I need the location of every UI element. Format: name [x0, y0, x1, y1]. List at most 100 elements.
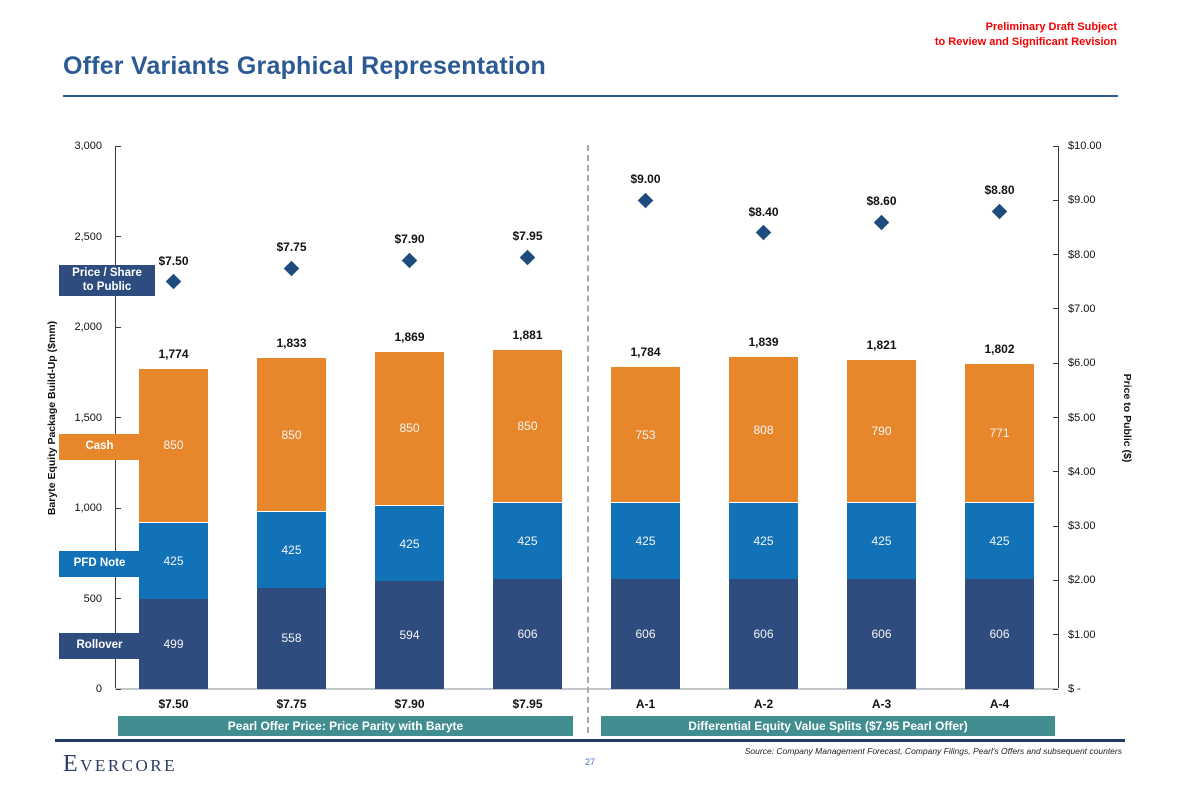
legend-callout-cash: Cash	[59, 434, 140, 460]
left-axis-line	[115, 146, 116, 689]
right-axis-tick-label: $3.00	[1068, 520, 1096, 533]
right-axis-tick-label: $ -	[1068, 683, 1081, 695]
right-axis-tick-label: $2.00	[1068, 574, 1096, 587]
legend-callout-text: Price / Share	[72, 267, 142, 280]
bar-segment-cash: 771	[965, 362, 1034, 503]
group-label-bar: Pearl Offer Price: Price Parity with Bar…	[118, 716, 573, 736]
category-label: $7.50	[158, 697, 189, 711]
right-axis-tick	[1053, 525, 1058, 527]
page-number: 27	[584, 757, 595, 767]
right-axis-tick	[1053, 199, 1058, 201]
right-axis-tick-label: $1.00	[1068, 628, 1096, 641]
category-label: A-3	[871, 697, 892, 711]
bar-total-label: 1,839	[748, 335, 779, 350]
legend-callout-price-share-to-public: Price / Share to Public	[59, 265, 155, 297]
category-label: $7.75	[276, 697, 307, 711]
right-axis-tick	[1053, 417, 1058, 418]
bar-total-label: 1,774	[158, 346, 189, 361]
legend-callout-pfd-note: PFD Note	[59, 551, 140, 578]
price-marker-label: $8.40	[748, 204, 779, 219]
bar-segment-pfd-note: 425	[729, 502, 798, 580]
left-axis-tick-label: 500	[83, 592, 102, 605]
right-axis-tick	[1053, 254, 1058, 256]
price-marker-label: $8.60	[866, 194, 897, 209]
bar-total-label: 1,802	[984, 341, 1015, 356]
price-marker-label: $7.90	[394, 232, 425, 247]
right-axis-tick	[1053, 362, 1058, 364]
legend-callout-text: PFD Note	[73, 557, 126, 570]
bar-segment-pfd-note: 425	[965, 502, 1034, 580]
bar-segment-rollover: 606	[493, 579, 562, 689]
left-axis-tick	[116, 598, 121, 599]
bar-segment-cash: 850	[257, 357, 326, 512]
disclaimer-line-1: Preliminary Draft Subject	[985, 21, 1117, 33]
bar-segment-rollover: 606	[965, 579, 1034, 689]
source-note: Source: Company Management Forecast, Com…	[744, 746, 1122, 756]
draft-disclaimer: Preliminary Draft Subject to Review and …	[935, 20, 1117, 50]
bar-segment-rollover: 594	[375, 581, 444, 689]
bar-segment-pfd-note: 425	[611, 502, 680, 580]
category-label: $7.95	[512, 697, 543, 711]
left-axis-tick	[116, 688, 121, 690]
right-axis-tick-label: $4.00	[1068, 465, 1096, 478]
right-axis-tick-label: $6.00	[1068, 357, 1096, 370]
left-axis-tick-label: 3,000	[74, 140, 102, 152]
left-axis-tick-label: 2,500	[74, 230, 102, 243]
evercore-logo: Evercore	[63, 751, 177, 777]
left-axis-tick	[116, 507, 121, 509]
category-label: A-1	[635, 697, 656, 711]
price-marker-diamond	[401, 252, 418, 268]
right-axis-tick-label: $10.00	[1068, 140, 1102, 152]
bar-segment-rollover: 558	[257, 588, 326, 689]
group-divider-dashed-line	[587, 145, 589, 733]
right-axis-tick-label: $9.00	[1068, 194, 1096, 207]
price-marker-label: $7.95	[512, 229, 543, 244]
price-marker-label: $7.75	[276, 240, 307, 255]
bar-segment-pfd-note: 425	[847, 502, 916, 580]
left-axis-tick	[116, 417, 121, 418]
right-axis-tick	[1053, 688, 1058, 690]
bar-segment-cash: 808	[729, 356, 798, 503]
right-axis-tick	[1053, 634, 1058, 636]
legend-callout-rollover: Rollover	[59, 632, 140, 659]
right-axis-tick	[1053, 308, 1058, 310]
title-underline	[63, 95, 1118, 97]
right-axis-tick-label: $5.00	[1068, 411, 1096, 424]
disclaimer-line-2: to Review and Significant Revision	[934, 36, 1117, 48]
price-marker-diamond	[637, 192, 654, 209]
right-axis-tick	[1053, 145, 1058, 147]
bar-segment-cash: 753	[611, 366, 680, 503]
bar-segment-cash: 850	[139, 367, 208, 522]
right-axis-tick	[1053, 579, 1058, 581]
left-axis-tick	[116, 326, 121, 328]
price-marker-diamond	[519, 249, 536, 266]
bar-segment-cash: 850	[493, 348, 562, 503]
bar-segment-pfd-note: 425	[493, 502, 562, 580]
bar-segment-pfd-note: 425	[257, 511, 326, 588]
bar-segment-cash: 850	[375, 350, 444, 505]
right-axis-line	[1058, 146, 1059, 689]
group-label-bar: Differential Equity Value Splits ($7.95 …	[601, 716, 1055, 736]
bar-segment-rollover: 606	[611, 579, 680, 689]
footer-line	[55, 739, 1125, 742]
left-axis-tick	[116, 236, 121, 237]
category-label: A-4	[989, 697, 1010, 711]
legend-callout-text: to Public	[82, 280, 132, 293]
legend-callout-text: Rollover	[76, 639, 123, 652]
right-axis-tick	[1053, 471, 1058, 473]
left-axis-tick-label: 1,500	[74, 411, 102, 424]
right-axis-tick-label: $8.00	[1068, 248, 1096, 261]
bar-total-label: 1,881	[512, 327, 543, 342]
price-marker-label: $7.50	[158, 253, 189, 268]
left-axis-tick-label: 1,000	[74, 502, 102, 514]
price-marker-label: $8.80	[984, 183, 1015, 198]
bar-segment-rollover: 606	[729, 579, 798, 689]
bar-segment-rollover: 606	[847, 579, 916, 689]
left-axis-tick	[116, 145, 121, 147]
left-axis-tick-label: 0	[95, 683, 102, 695]
price-marker-diamond	[165, 273, 182, 290]
right-axis-tick-label: $7.00	[1068, 302, 1096, 315]
bar-segment-pfd-note: 425	[139, 521, 208, 599]
